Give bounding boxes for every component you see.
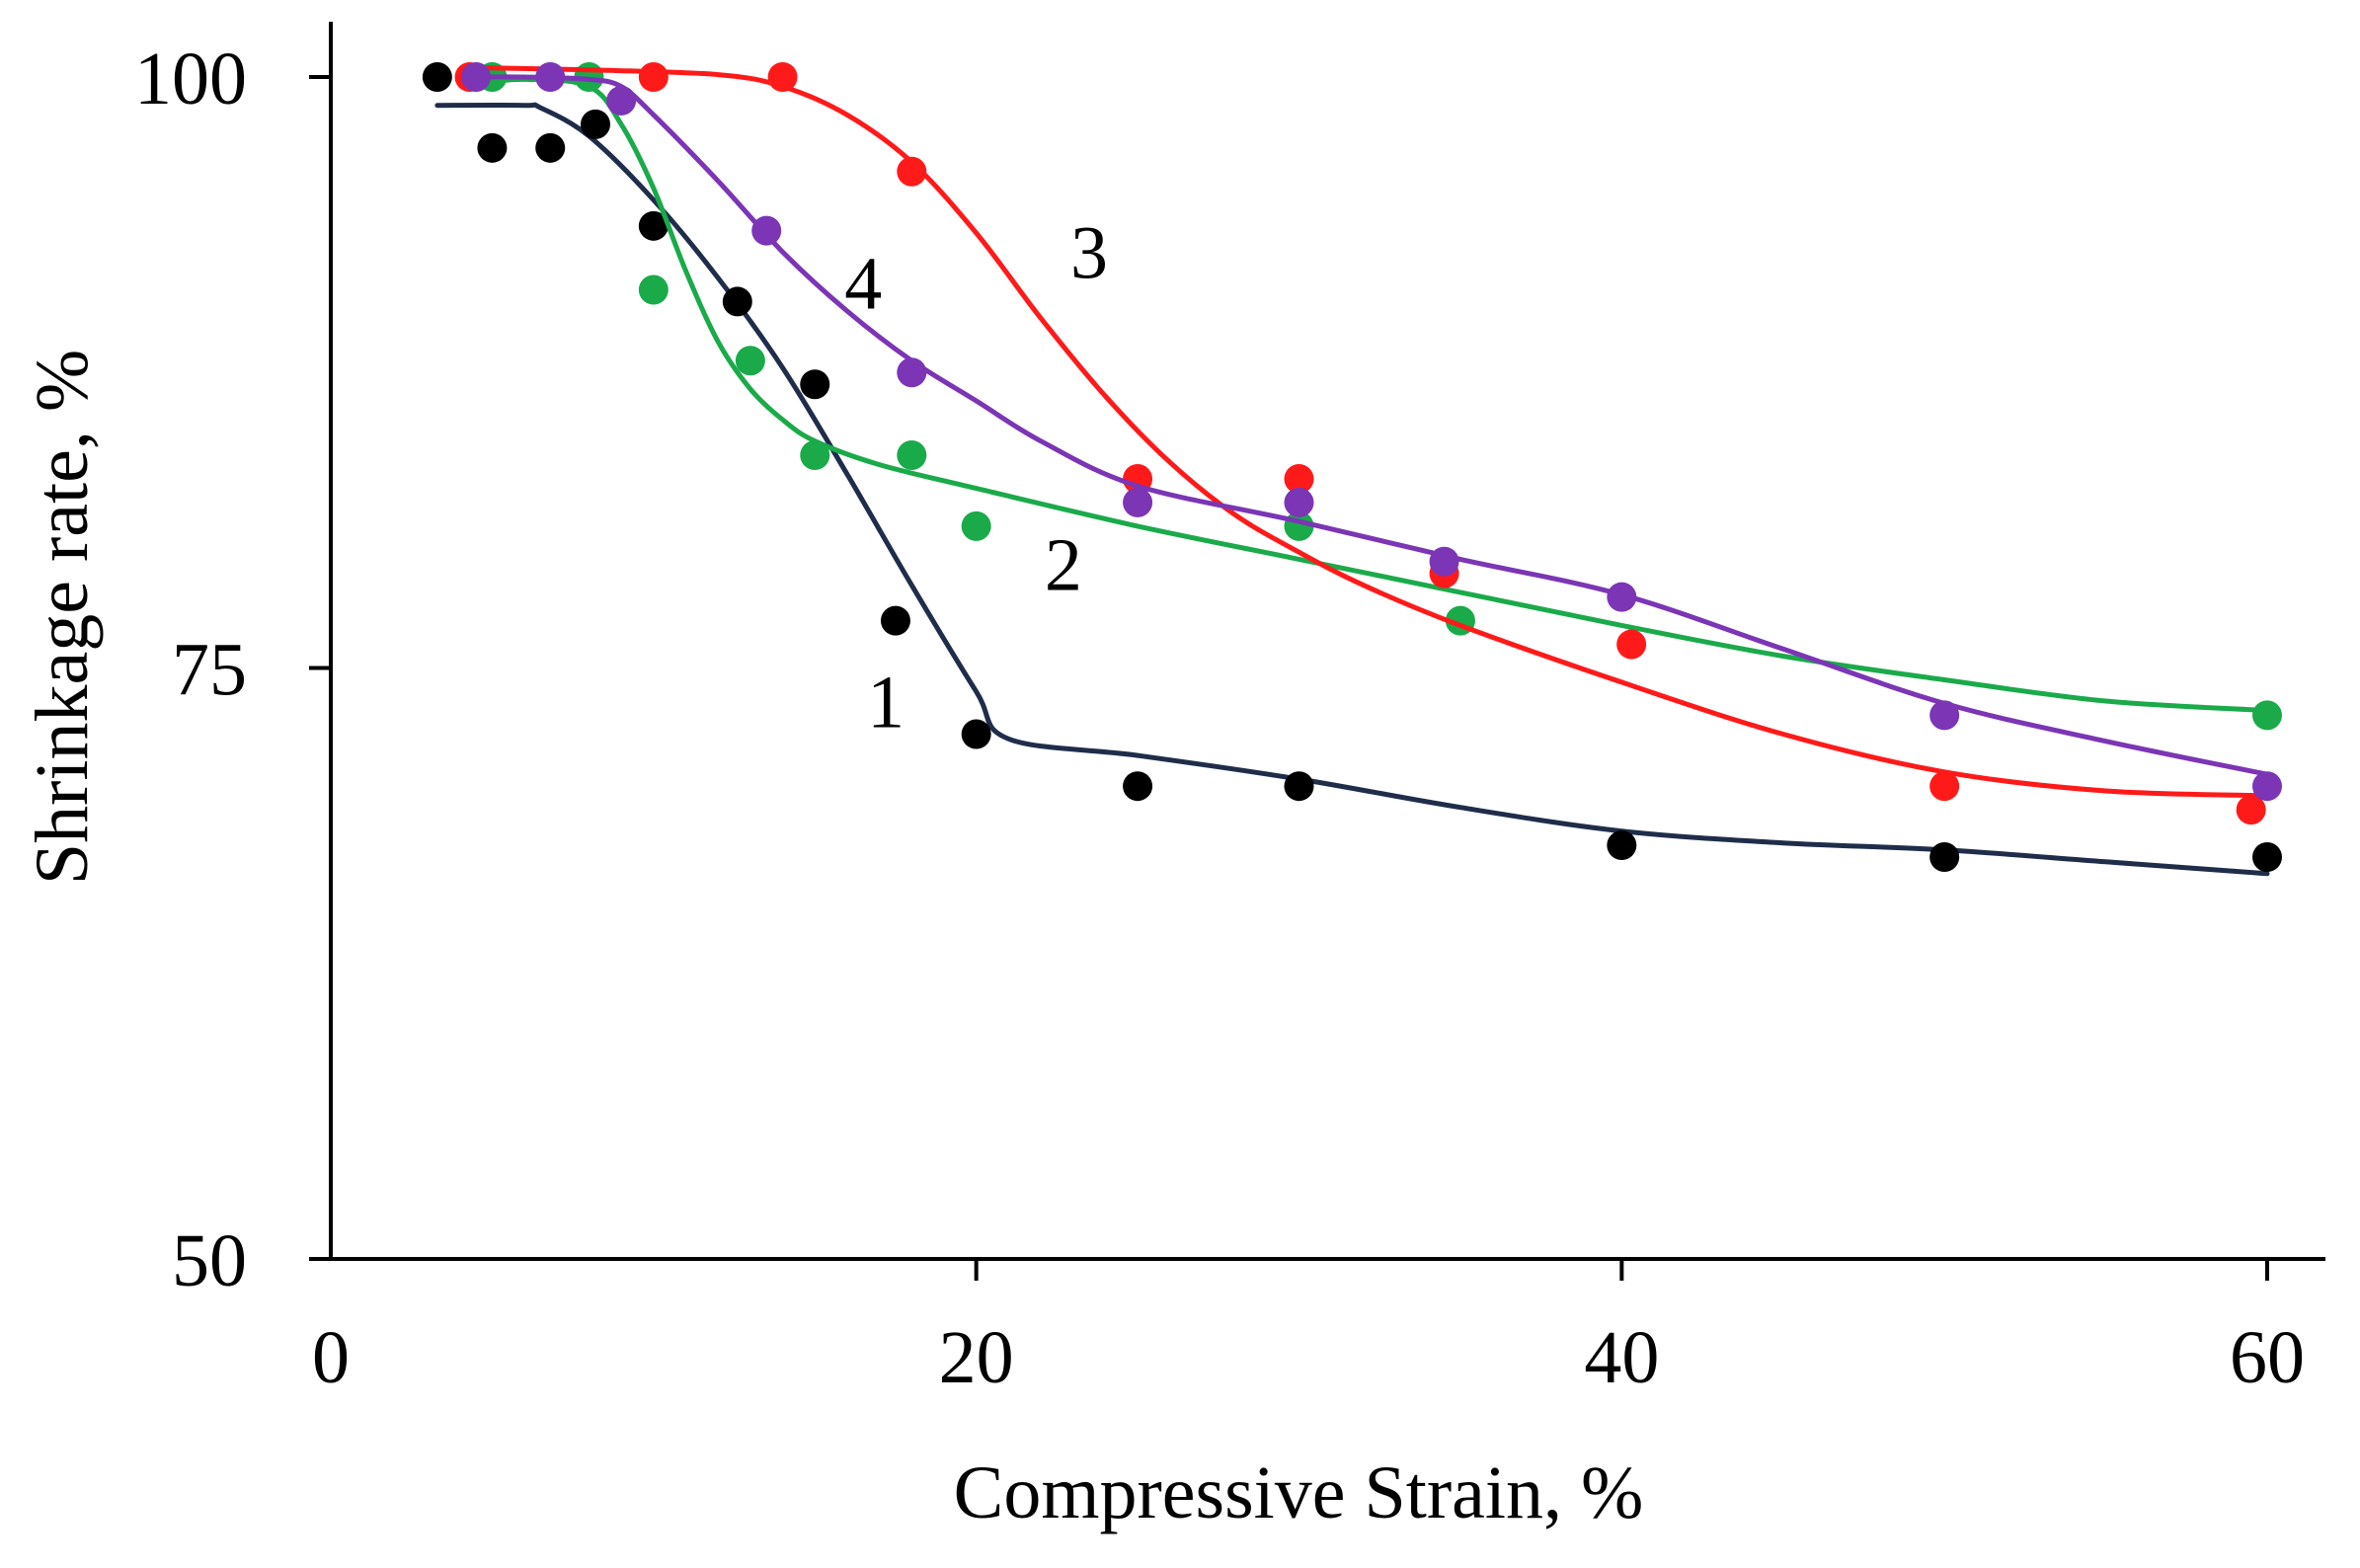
series-4-point (535, 62, 566, 92)
series-1-point (581, 109, 611, 139)
axes (329, 22, 2325, 1261)
series-2-point (638, 274, 669, 305)
y-tick-label: 75 (172, 629, 247, 712)
series-2-point (897, 440, 927, 471)
x-tick-label: 0 (312, 1316, 350, 1399)
series-1-point (477, 132, 508, 163)
series-2-point (800, 440, 830, 471)
series-1 (422, 62, 2282, 877)
series-3-point (767, 62, 798, 92)
series-label-4: 4 (844, 243, 882, 326)
y-tick-label: 100 (134, 38, 247, 120)
series-label-2: 2 (1045, 523, 1082, 606)
series-3-point (897, 156, 927, 187)
series-2-point (961, 510, 991, 541)
series-2-point (2252, 700, 2282, 731)
series-3-point (2236, 795, 2266, 825)
series-1-point (1123, 771, 1153, 802)
series-4 (461, 62, 2282, 802)
series-3-point (638, 62, 669, 92)
series-4-point (897, 357, 927, 388)
series-1-point (961, 719, 991, 749)
ticks: 0 20 40 60 50 75 100 (134, 38, 2305, 1399)
series-4-point (606, 85, 637, 116)
x-tick-label: 60 (2230, 1316, 2305, 1399)
series-1-point (800, 369, 830, 400)
series-4-point (1929, 700, 1960, 731)
series-3-point (1929, 771, 1960, 802)
series-layer (422, 62, 2282, 877)
series-1-point (1284, 771, 1314, 802)
series-2-point (735, 346, 765, 376)
series-4-point (1284, 487, 1314, 517)
series-4-point (1123, 487, 1153, 517)
y-tick-label: 50 (172, 1219, 247, 1302)
series-4-point (1429, 546, 1459, 577)
x-axis-title: Compressive Strain, % (954, 1451, 1644, 1534)
x-tick-label: 40 (1584, 1316, 1659, 1399)
x-tick-label: 20 (939, 1316, 1014, 1399)
series-1-point (638, 210, 669, 241)
y-axis-title: Shrinkage rate, % (21, 350, 104, 885)
series-1-point (1929, 842, 1960, 873)
series-1-point (722, 286, 752, 317)
series-label-1: 1 (867, 661, 905, 744)
series-3 (454, 62, 2270, 825)
series-1-point (1607, 830, 1637, 861)
series-2 (467, 62, 2282, 731)
series-3-point (1284, 463, 1314, 494)
series-1-point (880, 605, 910, 636)
series-4-point (2252, 771, 2282, 802)
series-1-point (422, 62, 452, 92)
series-4-point (461, 62, 492, 92)
labels-layer: 1 2 3 4 (844, 211, 1108, 744)
series-4-point (751, 215, 782, 246)
series-label-3: 3 (1070, 211, 1108, 294)
series-4-point (1607, 582, 1637, 612)
series-1-point (2252, 842, 2282, 873)
series-1-fit-line (434, 102, 2270, 877)
series-3-point (1616, 629, 1647, 660)
series-1-point (535, 132, 566, 163)
series-2-fit-line (467, 76, 2270, 714)
series-4-fit-line (473, 74, 2270, 777)
